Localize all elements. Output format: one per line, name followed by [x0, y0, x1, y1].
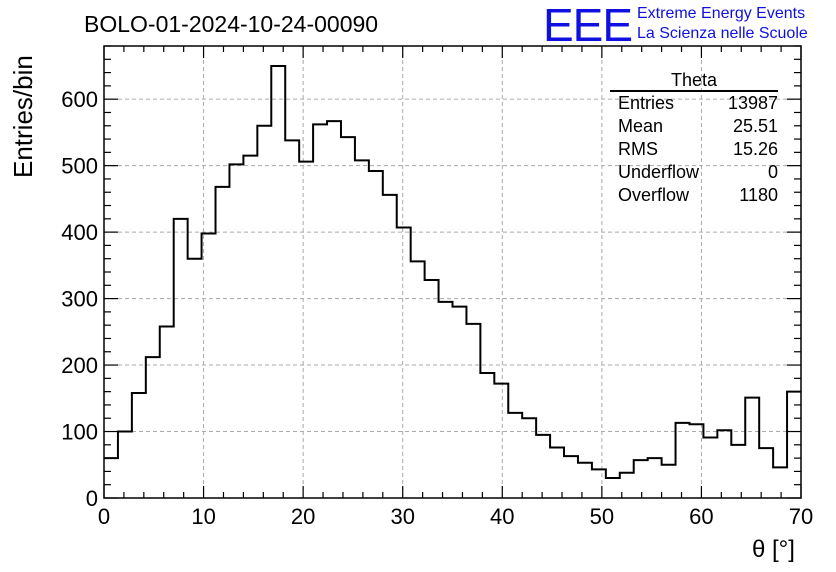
y-axis-label: Entries/bin — [8, 55, 38, 178]
stats-row-rms: RMS 15.26 — [610, 138, 778, 161]
stats-row-mean: Mean 25.51 — [610, 115, 778, 138]
logo-line-1: Extreme Energy Events — [637, 5, 806, 22]
x-tick-label: 70 — [789, 504, 813, 529]
stats-label: Mean — [618, 116, 664, 136]
stats-value: 15.26 — [732, 139, 778, 159]
histogram-line — [104, 64, 801, 480]
stats-box: Theta Entries 13987 Mean 25.51 RMS 15.26… — [610, 70, 778, 207]
x-tick-label: 0 — [98, 504, 110, 529]
x-tick-label: 40 — [490, 504, 514, 529]
stats-row-overflow: Overflow 1180 — [610, 184, 778, 207]
stats-value: 0 — [767, 162, 778, 182]
stats-value: 25.51 — [732, 116, 778, 136]
x-tick-label: 20 — [291, 504, 315, 529]
y-tick-label: 400 — [61, 220, 98, 245]
x-tick-label: 60 — [689, 504, 713, 529]
y-tick-label: 300 — [61, 287, 98, 312]
x-tick-label: 50 — [590, 504, 614, 529]
stats-label: RMS — [618, 139, 658, 159]
tick-labels: 0 10 20 30 40 50 60 70 0 100 200 300 400 500 600 — [61, 87, 813, 529]
y-tick-label: 600 — [61, 87, 98, 112]
stats-label: Underflow — [618, 162, 700, 182]
y-tick-label: 0 — [86, 486, 98, 511]
x-tick-label: 10 — [191, 504, 215, 529]
stats-label: Overflow — [618, 185, 690, 205]
plot-frame — [103, 45, 802, 499]
stats-row-underflow: Underflow 0 — [610, 161, 778, 184]
stats-title: Theta — [610, 70, 778, 92]
x-axis-label: θ [°] — [752, 536, 795, 563]
stats-label: Entries — [618, 93, 675, 113]
grid-lines — [104, 46, 801, 498]
stats-row-entries: Entries 13987 — [610, 92, 778, 115]
x-tick-label: 30 — [390, 504, 414, 529]
eee-logo: EEE — [543, 0, 633, 51]
stats-value: 1180 — [739, 185, 778, 205]
plot-title: BOLO-01-2024-10-24-00090 — [84, 11, 379, 37]
logo-line-2: La Scienza nelle Scuole — [637, 25, 808, 42]
y-tick-label: 200 — [61, 353, 98, 378]
y-tick-label: 500 — [61, 154, 98, 179]
y-tick-label: 100 — [61, 420, 98, 445]
stats-value: 13987 — [727, 93, 778, 113]
logo-caption: Extreme Energy Events La Scienza nelle S… — [637, 4, 808, 44]
